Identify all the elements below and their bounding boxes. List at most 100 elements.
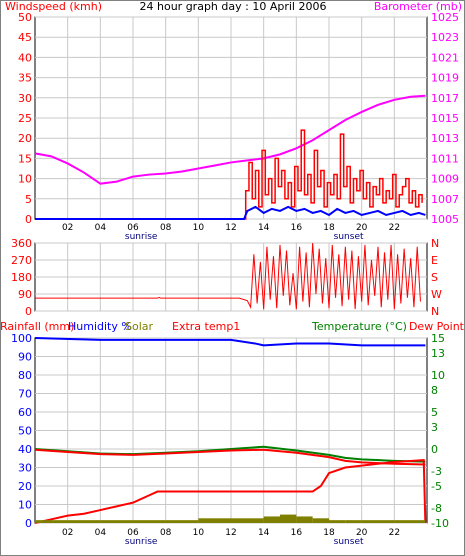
temp-y-tick-label: 0 [25, 517, 32, 530]
dir-y2-tick-label: S [431, 271, 438, 284]
solar-bar [361, 520, 395, 523]
temp-y-tick-label: 30 [18, 462, 32, 475]
solar-bar [100, 520, 166, 523]
temp-y-tick-label: 60 [18, 406, 32, 419]
wind-y-tick-label: 50 [18, 11, 32, 24]
wind-y2-tick-label: 1025 [431, 11, 459, 24]
windspeed-axis-label: Windspeed (kmh) [5, 0, 102, 13]
solar-bar [394, 520, 426, 523]
dew-point-series [34, 448, 426, 466]
dir-y2-tick-label: N [431, 305, 439, 318]
temp-x-tick-label: 16 [291, 528, 303, 538]
wind-x-tick-label: 08 [160, 223, 172, 233]
wind-x-tick-label: 14 [258, 223, 270, 233]
solar-bar [231, 518, 264, 523]
dir-y-tick-label: 360 [11, 237, 32, 250]
solar-bar [263, 516, 280, 523]
solar-bar [198, 518, 231, 523]
solar-bar [280, 514, 297, 523]
extratemp-axis-label: Extra temp1 [172, 320, 240, 333]
temp-x-tick-label: 04 [95, 528, 107, 538]
wind-y2-tick-label: 1013 [431, 132, 459, 145]
temp-x-tick-label: 22 [389, 528, 400, 538]
solar-bar [296, 516, 313, 523]
wind-y-tick-label: 40 [18, 51, 32, 64]
temp-x-tick-label: 14 [258, 528, 270, 538]
wind-x-tick-label: 04 [95, 223, 107, 233]
temp-sunset-label: sunset [334, 537, 364, 547]
solar-bar [165, 520, 199, 523]
temp-y-tick-label: 90 [18, 351, 32, 364]
temp-y2-tick-label: 8 [431, 384, 438, 397]
solar-bar [312, 518, 329, 523]
temp-y-tick-label: 20 [18, 480, 32, 493]
rainfall-mm-series [34, 459, 427, 524]
temp-y2-tick-label: 10 [431, 369, 445, 382]
temp-x-tick-label: 06 [127, 528, 139, 538]
dir-y2-tick-label: E [431, 254, 438, 267]
wind-speed-series [35, 129, 423, 220]
temp-y-tick-label: 10 [18, 499, 32, 512]
dir-y-tick-label: 0 [25, 305, 32, 318]
wind-y2-tick-label: 1017 [431, 92, 459, 105]
dir-y-tick-label: 270 [11, 254, 32, 267]
solar-axis-label: Solar [125, 320, 154, 333]
temp-y2-tick-label: -10 [431, 517, 449, 530]
temp-y-tick-label: 80 [18, 369, 32, 382]
wind-y-tick-label: 5 [25, 193, 32, 206]
wind-direction-series [35, 242, 421, 310]
temp-y2-tick-label: 13 [431, 347, 445, 360]
wind-y2-tick-label: 1019 [431, 72, 459, 85]
temp-x-tick-label: 02 [62, 528, 73, 538]
dir-y2-tick-label: W [431, 288, 442, 301]
wind-y2-tick-label: 1009 [431, 173, 459, 186]
dir-y-tick-label: 180 [11, 271, 32, 284]
wind-x-tick-label: 18 [323, 223, 335, 233]
wind-y2-tick-label: 1007 [431, 193, 459, 206]
temp-y-tick-label: 50 [18, 425, 32, 438]
temp-y2-tick-label: -3 [431, 465, 442, 478]
solar-bar [345, 520, 362, 523]
temp-sunrise-label: sunrise [125, 537, 158, 547]
wind-y2-tick-label: 1011 [431, 152, 459, 165]
wind-y-tick-label: 15 [18, 152, 32, 165]
wind-x-tick-label: 12 [225, 223, 236, 233]
wind-y-tick-label: 30 [18, 92, 32, 105]
wind-y-tick-label: 20 [18, 132, 32, 145]
wind-y2-tick-label: 1021 [431, 51, 459, 64]
wind-y-tick-label: 35 [18, 72, 32, 85]
chart-panels: 02 04 06 08 10 12 14 16 18 20 22051015202530354045… [11, 11, 459, 547]
chart-title: 24 hour graph day : 10 April 2006 [140, 0, 327, 13]
wind-y-tick-label: 0 [25, 213, 32, 226]
dir-y-tick-label: 90 [18, 288, 32, 301]
solar-bar [329, 520, 346, 523]
wind-y2-tick-label: 1005 [431, 213, 459, 226]
temp-x-tick-label: 18 [323, 528, 335, 538]
temp-y-tick-label: 70 [18, 388, 32, 401]
temp-y2-tick-label: 15 [431, 332, 445, 345]
temp-y-tick-label: 100 [11, 332, 32, 345]
temp-x-tick-label: 08 [160, 528, 172, 538]
wind-x-tick-label: 16 [291, 223, 303, 233]
solar-bar [35, 520, 101, 523]
humidity-axis-label: Humidity % [68, 320, 132, 333]
humidity-series [34, 337, 426, 347]
wind-y2-tick-label: 1023 [431, 31, 459, 44]
barometer-axis-label: Barometer (mb) [374, 0, 462, 13]
wind-y-tick-label: 25 [18, 112, 32, 125]
temp-y2-tick-label: -5 [431, 480, 442, 493]
wind-y-tick-label: 45 [18, 31, 32, 44]
barometer-mb-series [34, 94, 426, 185]
rainfall-axis-label: Rainfall (mm) [0, 320, 74, 333]
wind-sunrise-label: sunrise [125, 232, 158, 242]
wind-x-tick-label: 10 [193, 223, 205, 233]
temperature-axis-label: Temperature (°C) [311, 320, 407, 333]
wind-y2-tick-label: 1015 [431, 112, 459, 125]
wind-x-tick-label: 06 [127, 223, 139, 233]
wind-y-tick-label: 10 [18, 173, 32, 186]
temp-y2-tick-label: 0 [431, 443, 438, 456]
wind-sunset-label: sunset [334, 232, 364, 242]
wind-x-tick-label: 02 [62, 223, 73, 233]
dir-y2-tick-label: N [431, 237, 439, 250]
